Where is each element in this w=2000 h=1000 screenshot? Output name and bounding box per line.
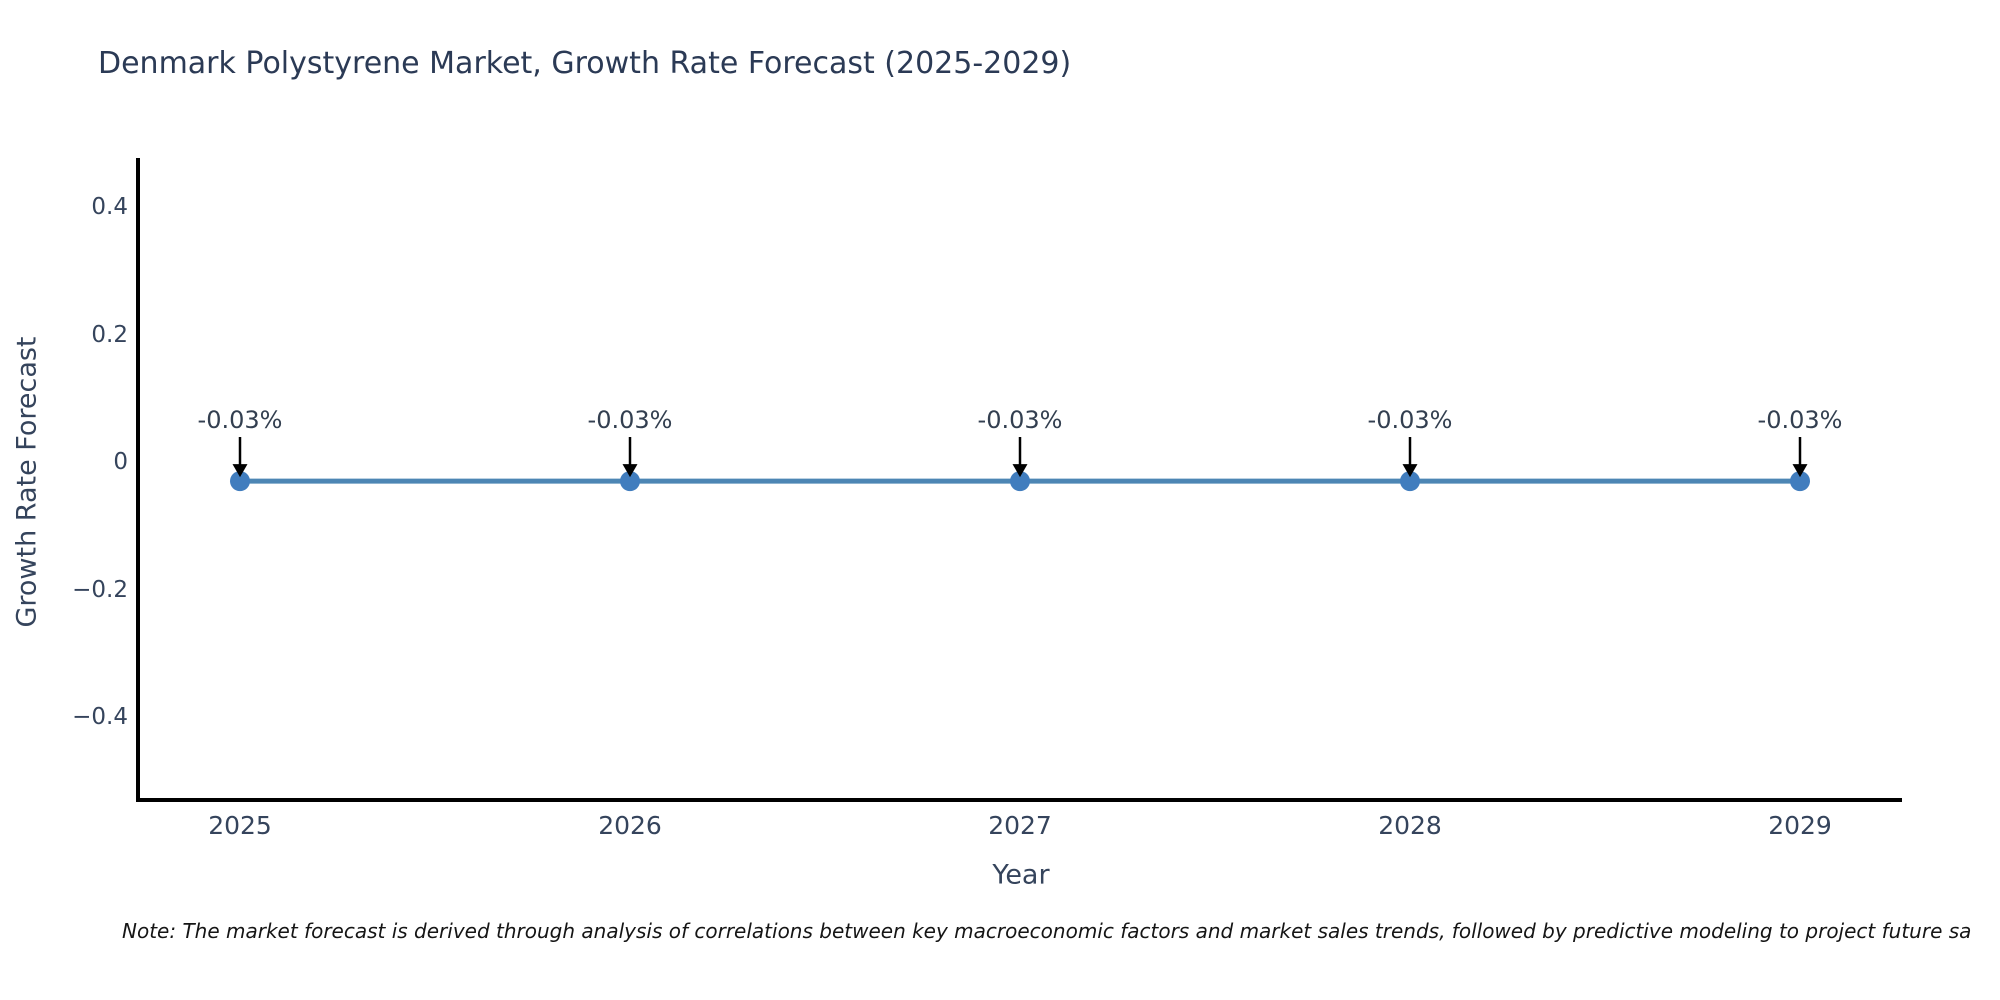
annotation-arrowhead [1402,464,1418,478]
chart-title: Denmark Polystyrene Market, Growth Rate … [98,46,1072,81]
x-tick-label: 2026 [598,811,662,840]
x-tick-label: 2025 [208,811,272,840]
data-point-marker [1400,471,1420,492]
x-tick-label: 2029 [1768,811,1832,840]
annotation-arrowhead [1012,464,1028,478]
data-point-marker [230,471,250,492]
footnote: Note: The market forecast is derived thr… [122,919,1972,943]
x-tick-label: 2028 [1378,811,1442,840]
axes [136,158,1902,802]
annotation-arrows [232,437,1808,478]
annotation-arrowhead [1792,464,1808,478]
y-tick-label: 0 [113,449,128,475]
y-tick-label: −0.2 [72,576,128,603]
point-annotation: -0.03% [197,406,283,434]
y-tick-label: 0.2 [91,321,128,348]
point-annotation: -0.03% [1367,406,1453,434]
annotation-arrowhead [232,464,248,478]
x-tick-label: 2027 [988,811,1052,840]
line-series [230,471,1810,492]
data-point-marker [1790,471,1810,492]
data-point-marker [620,471,640,492]
x-axis-title: Year [992,859,1050,891]
point-annotation: -0.03% [977,406,1063,434]
point-annotation: -0.03% [1757,406,1843,434]
data-point-marker [1010,471,1030,492]
y-tick-label: 0.4 [91,194,128,220]
annotation-arrowhead [622,464,638,478]
y-tick-label: −0.4 [72,704,128,730]
point-annotation: -0.03% [587,406,673,434]
